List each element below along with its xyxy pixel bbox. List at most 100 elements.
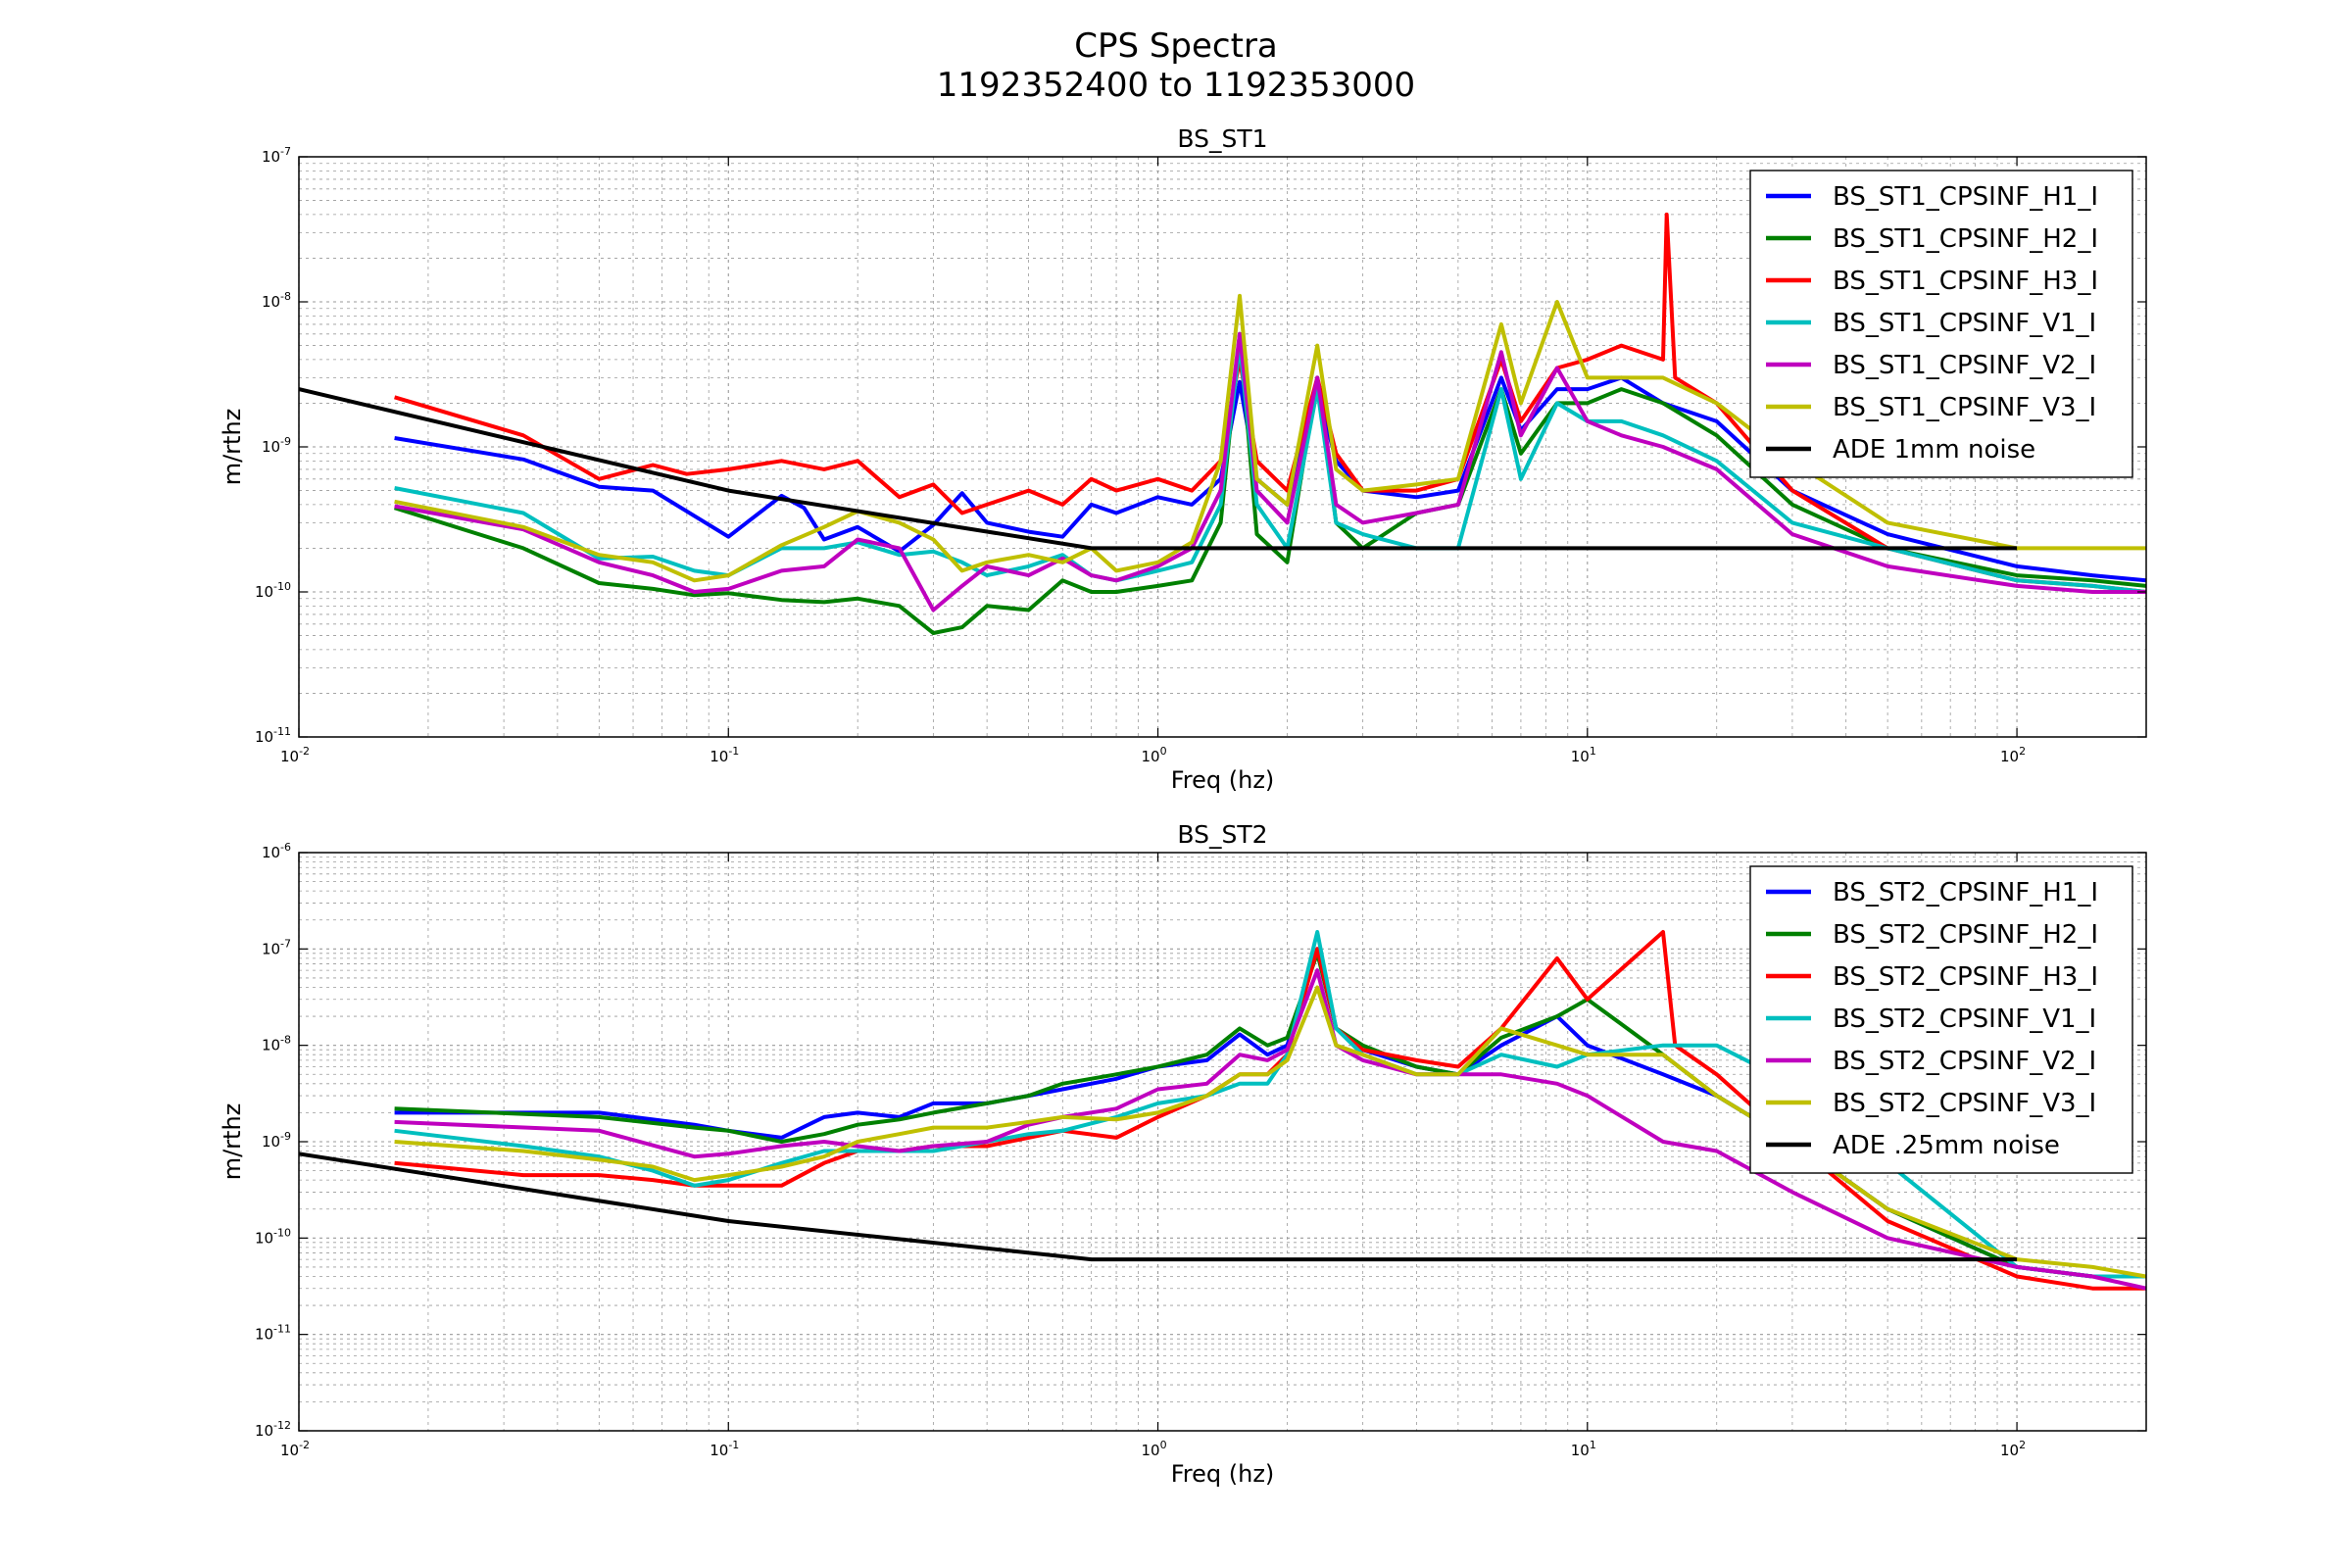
y-axis-label: m/rthz — [219, 409, 246, 486]
legend-entry-2: BS_ST1_CPSINF_H2_I — [1833, 224, 2098, 254]
legend-entry-3: BS_ST1_CPSINF_H3_I — [1833, 267, 2098, 296]
legend-entry-2: BS_ST2_CPSINF_H2_I — [1833, 920, 2098, 950]
y-tick-label-exponent: -12 — [273, 1419, 291, 1432]
y-tick-label: 10-10 — [255, 1226, 291, 1247]
series-line-6 — [394, 985, 2146, 1279]
x-tick-label-exponent: 0 — [1160, 745, 1167, 758]
series-line-5 — [394, 968, 2146, 1291]
series-line-6 — [394, 293, 2146, 583]
x-tick-label-base: 10 — [2000, 1442, 2019, 1459]
legend-entry-4: BS_ST1_CPSINF_V1_I — [1833, 309, 2096, 338]
legend-entry-5: BS_ST1_CPSINF_V2_I — [1833, 351, 2096, 380]
x-tick-label: 10-2 — [280, 1439, 310, 1459]
y-tick-label-exponent: -10 — [273, 1226, 291, 1239]
y-tick-label: 10-8 — [262, 1034, 291, 1054]
x-tick-label: 102 — [2000, 1439, 2026, 1459]
legend-entry-5: BS_ST2_CPSINF_V2_I — [1833, 1047, 2096, 1076]
y-tick-label-base: 10 — [262, 940, 280, 957]
legend-entry-6: BS_ST1_CPSINF_V3_I — [1833, 393, 2096, 422]
y-tick-label: 10-10 — [255, 580, 291, 601]
y-tick-label: 10-9 — [262, 1130, 291, 1151]
series-lines — [299, 930, 2146, 1291]
x-tick-label-base: 10 — [710, 1442, 728, 1459]
y-tick-label: 10-9 — [262, 435, 291, 456]
y-tick-label-base: 10 — [262, 293, 280, 311]
legend-entry-6: BS_ST2_CPSINF_V3_I — [1833, 1089, 2096, 1118]
y-tick-label-base: 10 — [262, 844, 280, 861]
legend: BS_ST2_CPSINF_H1_I BS_ST2_CPSINF_H2_I BS_S… — [1749, 865, 2133, 1174]
chart-panel-2: 10-2 10-1 100 101 10210-1210-1110-1010-910-8… — [219, 820, 2147, 1488]
x-tick-label: 10-2 — [280, 745, 310, 765]
figure-title-line1: CPS Spectra — [1074, 26, 1278, 66]
legend-entry-3: BS_ST2_CPSINF_H3_I — [1833, 962, 2098, 992]
y-tick-label-exponent: -11 — [273, 1323, 291, 1336]
y-tick-label: 10-11 — [255, 725, 291, 746]
y-tick-label-exponent: -9 — [280, 1130, 291, 1143]
x-tick-label-base: 10 — [1141, 748, 1159, 765]
x-tick-label-base: 10 — [1571, 1442, 1590, 1459]
y-tick-label-exponent: -8 — [280, 1034, 291, 1047]
x-tick-label: 101 — [1571, 1439, 1596, 1459]
y-axis-label: m/rthz — [219, 1103, 246, 1181]
y-tick-label-base: 10 — [255, 1229, 273, 1247]
y-tick-label-exponent: -8 — [280, 290, 291, 303]
y-tick-label-base: 10 — [255, 1326, 273, 1344]
x-tick-label-exponent: 2 — [2019, 1439, 2026, 1451]
figure-title-line2: 1192352400 to 1192353000 — [937, 66, 1415, 105]
x-tick-label-exponent: 1 — [1590, 1439, 1596, 1451]
series-lines — [299, 212, 2146, 635]
x-tick-label: 100 — [1141, 745, 1166, 765]
x-tick-label-exponent: -1 — [728, 1439, 739, 1451]
y-tick-label-base: 10 — [262, 438, 280, 456]
legend-box — [1749, 865, 2133, 1174]
y-tick-label-exponent: -7 — [280, 937, 291, 950]
y-tick-label: 10-7 — [262, 145, 291, 166]
x-tick-label: 102 — [2000, 745, 2026, 765]
legend-entry-7: ADE 1mm noise — [1833, 435, 2035, 465]
y-tick-label-base: 10 — [255, 1422, 273, 1440]
y-tick-label-exponent: -11 — [273, 725, 291, 738]
y-tick-label: 10-6 — [262, 841, 291, 861]
x-tick-label-exponent: -2 — [299, 745, 310, 758]
legend-entry-4: BS_ST2_CPSINF_V1_I — [1833, 1004, 2096, 1034]
legend-entry-1: BS_ST2_CPSINF_H1_I — [1833, 878, 2098, 907]
y-tick-label-exponent: -6 — [280, 841, 291, 854]
x-tick-label-base: 10 — [1571, 748, 1590, 765]
y-tick-label: 10-7 — [262, 937, 291, 957]
x-tick-label-exponent: -1 — [728, 745, 739, 758]
series-line-7 — [299, 1152, 2018, 1262]
ticks: 10-2 10-1 100 101 10210-1210-1110-1010-910-8… — [255, 841, 2146, 1459]
x-tick-label-base: 10 — [1141, 1442, 1159, 1459]
x-tick-label-exponent: 1 — [1590, 745, 1596, 758]
y-tick-label: 10-8 — [262, 290, 291, 311]
y-tick-label: 10-11 — [255, 1323, 291, 1344]
legend-entry-1: BS_ST1_CPSINF_H1_I — [1833, 182, 2098, 212]
x-tick-label-base: 10 — [710, 748, 728, 765]
x-tick-label-base: 10 — [280, 748, 299, 765]
x-tick-label: 10-1 — [710, 1439, 739, 1459]
y-tick-label-base: 10 — [262, 148, 280, 166]
chart-title: BS_ST2 — [1177, 820, 1267, 849]
legend: BS_ST1_CPSINF_H1_I BS_ST1_CPSINF_H2_I BS_S… — [1749, 170, 2133, 478]
series-line-5 — [394, 331, 2146, 612]
y-tick-label-base: 10 — [262, 1133, 280, 1151]
x-tick-label-exponent: -2 — [299, 1439, 310, 1451]
chart-title: BS_ST1 — [1177, 124, 1267, 153]
x-tick-label-exponent: 0 — [1160, 1439, 1167, 1451]
x-tick-label: 10-1 — [710, 745, 739, 765]
y-tick-label-base: 10 — [255, 728, 273, 746]
x-axis-label: Freq (hz) — [1171, 1460, 1275, 1488]
x-tick-label: 100 — [1141, 1439, 1166, 1459]
x-tick-label-base: 10 — [280, 1442, 299, 1459]
legend-box — [1749, 170, 2133, 478]
series-line-7 — [299, 387, 2018, 551]
x-axis-label: Freq (hz) — [1171, 766, 1275, 794]
series-line-1 — [394, 947, 2146, 1279]
legend-entry-7: ADE .25mm noise — [1833, 1131, 2060, 1160]
y-tick-label-exponent: -7 — [280, 145, 291, 158]
y-tick-label: 10-12 — [255, 1419, 291, 1440]
